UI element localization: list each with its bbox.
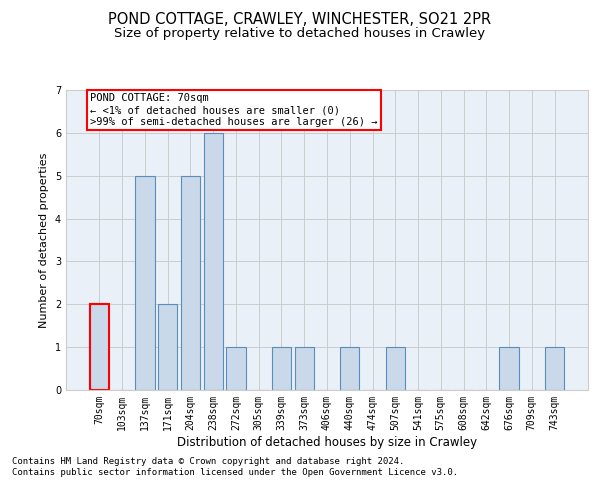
Text: POND COTTAGE, CRAWLEY, WINCHESTER, SO21 2PR: POND COTTAGE, CRAWLEY, WINCHESTER, SO21 …: [109, 12, 491, 28]
Text: Contains HM Land Registry data © Crown copyright and database right 2024.
Contai: Contains HM Land Registry data © Crown c…: [12, 458, 458, 477]
Text: Size of property relative to detached houses in Crawley: Size of property relative to detached ho…: [115, 28, 485, 40]
Bar: [499, 347, 519, 390]
Bar: [386, 347, 405, 390]
Bar: [158, 304, 178, 390]
Bar: [181, 176, 200, 390]
Bar: [545, 347, 564, 390]
Y-axis label: Number of detached properties: Number of detached properties: [40, 152, 49, 328]
Bar: [226, 347, 245, 390]
Bar: [90, 304, 109, 390]
Bar: [340, 347, 359, 390]
Bar: [295, 347, 314, 390]
X-axis label: Distribution of detached houses by size in Crawley: Distribution of detached houses by size …: [177, 436, 477, 448]
Bar: [272, 347, 291, 390]
Text: POND COTTAGE: 70sqm
← <1% of detached houses are smaller (0)
>99% of semi-detach: POND COTTAGE: 70sqm ← <1% of detached ho…: [90, 94, 378, 126]
Bar: [135, 176, 155, 390]
Bar: [203, 133, 223, 390]
